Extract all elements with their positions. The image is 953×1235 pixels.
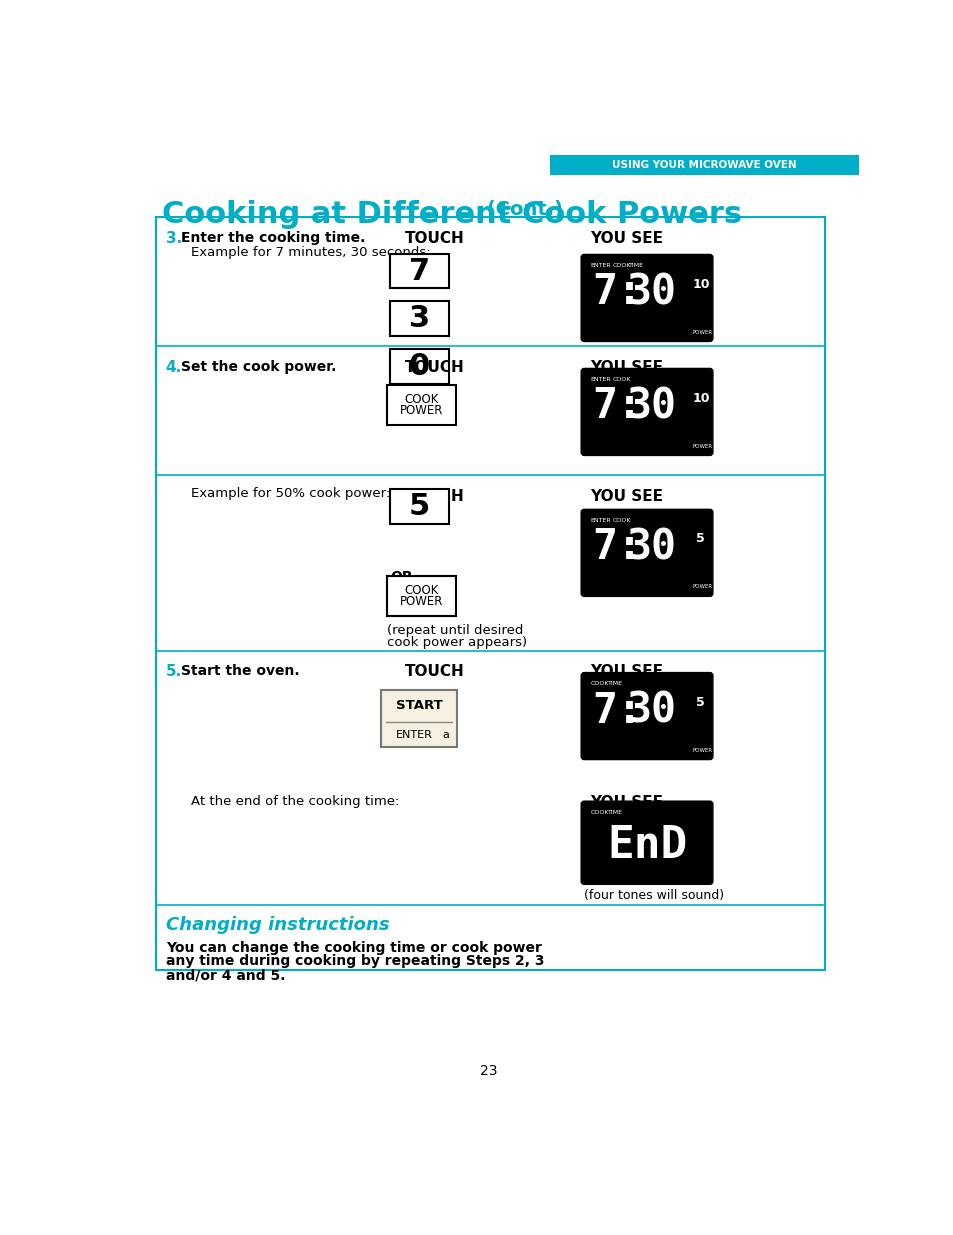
Text: 30: 30 <box>626 689 677 731</box>
Text: 5.: 5. <box>166 664 182 679</box>
FancyBboxPatch shape <box>580 673 712 760</box>
Bar <box>156 216 823 969</box>
Text: COOK: COOK <box>612 517 630 522</box>
Text: TOUCH: TOUCH <box>404 489 464 504</box>
Text: 7:: 7: <box>592 385 641 427</box>
Bar <box>386 385 456 425</box>
Text: YOU SEE: YOU SEE <box>590 489 662 504</box>
Bar <box>386 577 456 616</box>
Text: YOU SEE: YOU SEE <box>590 231 662 246</box>
Text: Start the oven.: Start the oven. <box>181 664 299 678</box>
Text: cook power appears): cook power appears) <box>386 636 526 650</box>
Text: Cooking at Different Cook Powers: Cooking at Different Cook Powers <box>162 200 741 228</box>
Text: YOU SEE: YOU SEE <box>590 359 662 375</box>
Text: 5: 5 <box>695 695 704 709</box>
Text: POWER: POWER <box>692 443 712 448</box>
Text: Example for 7 minutes, 30 seconds:: Example for 7 minutes, 30 seconds: <box>191 246 430 259</box>
Text: COOK: COOK <box>612 377 630 382</box>
Text: a: a <box>442 730 449 740</box>
Text: Set the cook power.: Set the cook power. <box>181 359 336 374</box>
Text: (Cont.): (Cont.) <box>479 200 562 219</box>
Text: OR: OR <box>390 571 413 584</box>
Text: 4.: 4. <box>166 359 182 375</box>
Text: ENTER: ENTER <box>590 517 611 522</box>
Text: 30: 30 <box>626 272 677 314</box>
Text: 7:: 7: <box>592 272 641 314</box>
Text: 5: 5 <box>409 492 430 521</box>
Text: You can change the cooking time or cook power: You can change the cooking time or cook … <box>166 941 541 955</box>
Text: COOK: COOK <box>404 394 438 406</box>
Text: 7:: 7: <box>592 526 641 568</box>
Text: 10: 10 <box>692 391 709 405</box>
Text: COOK: COOK <box>590 810 608 815</box>
Bar <box>390 350 448 384</box>
Text: TIME: TIME <box>607 680 622 685</box>
Text: YOU SEE: YOU SEE <box>590 795 662 810</box>
Text: (repeat until desired: (repeat until desired <box>386 624 522 637</box>
FancyBboxPatch shape <box>580 254 712 341</box>
Text: any time during cooking by repeating Steps 2, 3: any time during cooking by repeating Ste… <box>166 955 543 968</box>
Text: and/or 4 and 5.: and/or 4 and 5. <box>166 968 285 982</box>
Text: START: START <box>395 699 442 713</box>
Text: POWER: POWER <box>399 404 443 417</box>
FancyBboxPatch shape <box>580 802 712 884</box>
Text: EnD: EnD <box>606 824 686 867</box>
Text: 23: 23 <box>479 1063 497 1078</box>
Text: USING YOUR MICROWAVE OVEN: USING YOUR MICROWAVE OVEN <box>612 161 796 170</box>
Text: POWER: POWER <box>399 595 443 608</box>
Text: ENTER: ENTER <box>590 263 611 268</box>
Text: 30: 30 <box>626 385 677 427</box>
Text: 3: 3 <box>409 304 430 333</box>
FancyBboxPatch shape <box>580 509 712 597</box>
Text: POWER: POWER <box>692 747 712 752</box>
Text: TOUCH: TOUCH <box>404 231 464 246</box>
Text: POWER: POWER <box>692 330 712 335</box>
Text: COOK: COOK <box>590 680 608 685</box>
Text: YOU SEE: YOU SEE <box>590 664 662 679</box>
Text: Enter the cooking time.: Enter the cooking time. <box>181 231 365 245</box>
Bar <box>550 156 858 175</box>
Text: (four tones will sound): (four tones will sound) <box>583 889 723 902</box>
Text: POWER: POWER <box>692 584 712 589</box>
Text: TIME: TIME <box>607 810 622 815</box>
Bar <box>390 301 448 336</box>
Text: COOK: COOK <box>612 263 630 268</box>
FancyBboxPatch shape <box>580 368 712 456</box>
Text: Example for 50% cook power:: Example for 50% cook power: <box>191 487 390 500</box>
Text: 7:: 7: <box>592 689 641 731</box>
Text: 30: 30 <box>626 526 677 568</box>
Text: COOK: COOK <box>404 584 438 598</box>
Text: 0: 0 <box>409 352 430 380</box>
Text: ENTER: ENTER <box>395 730 433 740</box>
Text: Changing instructions: Changing instructions <box>166 916 389 934</box>
Text: 10: 10 <box>692 278 709 290</box>
Text: TOUCH: TOUCH <box>404 664 464 679</box>
Bar <box>390 489 448 524</box>
Text: 3.: 3. <box>166 231 182 246</box>
Text: 7: 7 <box>409 257 430 285</box>
Text: At the end of the cooking time:: At the end of the cooking time: <box>191 795 398 808</box>
Text: TIME: TIME <box>629 263 643 268</box>
Bar <box>381 689 456 747</box>
Bar <box>390 253 448 288</box>
Text: TOUCH: TOUCH <box>404 359 464 375</box>
Text: ENTER: ENTER <box>590 377 611 382</box>
Text: 5: 5 <box>695 532 704 546</box>
